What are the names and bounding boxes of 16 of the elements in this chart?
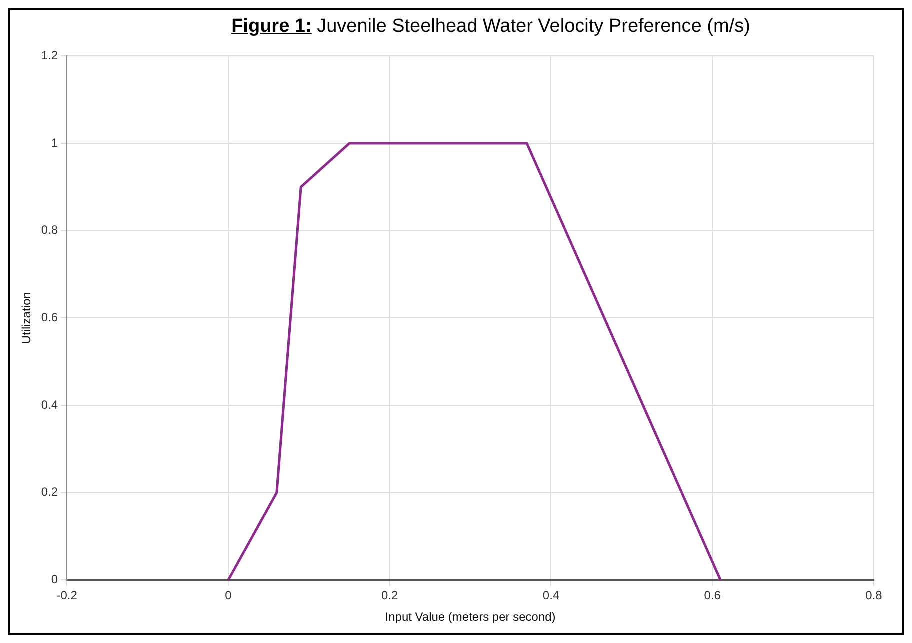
y-axis-title: Utilization bbox=[20, 292, 34, 344]
x-tick-label: 0.4 bbox=[542, 588, 560, 603]
y-tick-label: 0.6 bbox=[41, 310, 58, 325]
chart-title: Figure 1: Juvenile Steelhead Water Velocity Preference (m/s) bbox=[232, 16, 750, 37]
y-tick-label: 1.2 bbox=[41, 48, 58, 63]
x-tick-label: 0.2 bbox=[382, 588, 399, 603]
x-tick-label: 0.8 bbox=[866, 588, 883, 603]
x-tick-label: -0.2 bbox=[56, 588, 78, 603]
x-tick-label: 0.6 bbox=[704, 588, 722, 603]
y-tick-label: 0.8 bbox=[41, 223, 58, 238]
x-axis-title: Input Value (meters per second) bbox=[385, 610, 556, 624]
x-tick-label: 0 bbox=[225, 588, 232, 603]
y-tick-label: 0.2 bbox=[41, 485, 58, 500]
y-tick-label: 1 bbox=[51, 136, 58, 150]
y-tick-label: 0.4 bbox=[41, 398, 58, 412]
y-tick-label: 0 bbox=[51, 572, 58, 587]
